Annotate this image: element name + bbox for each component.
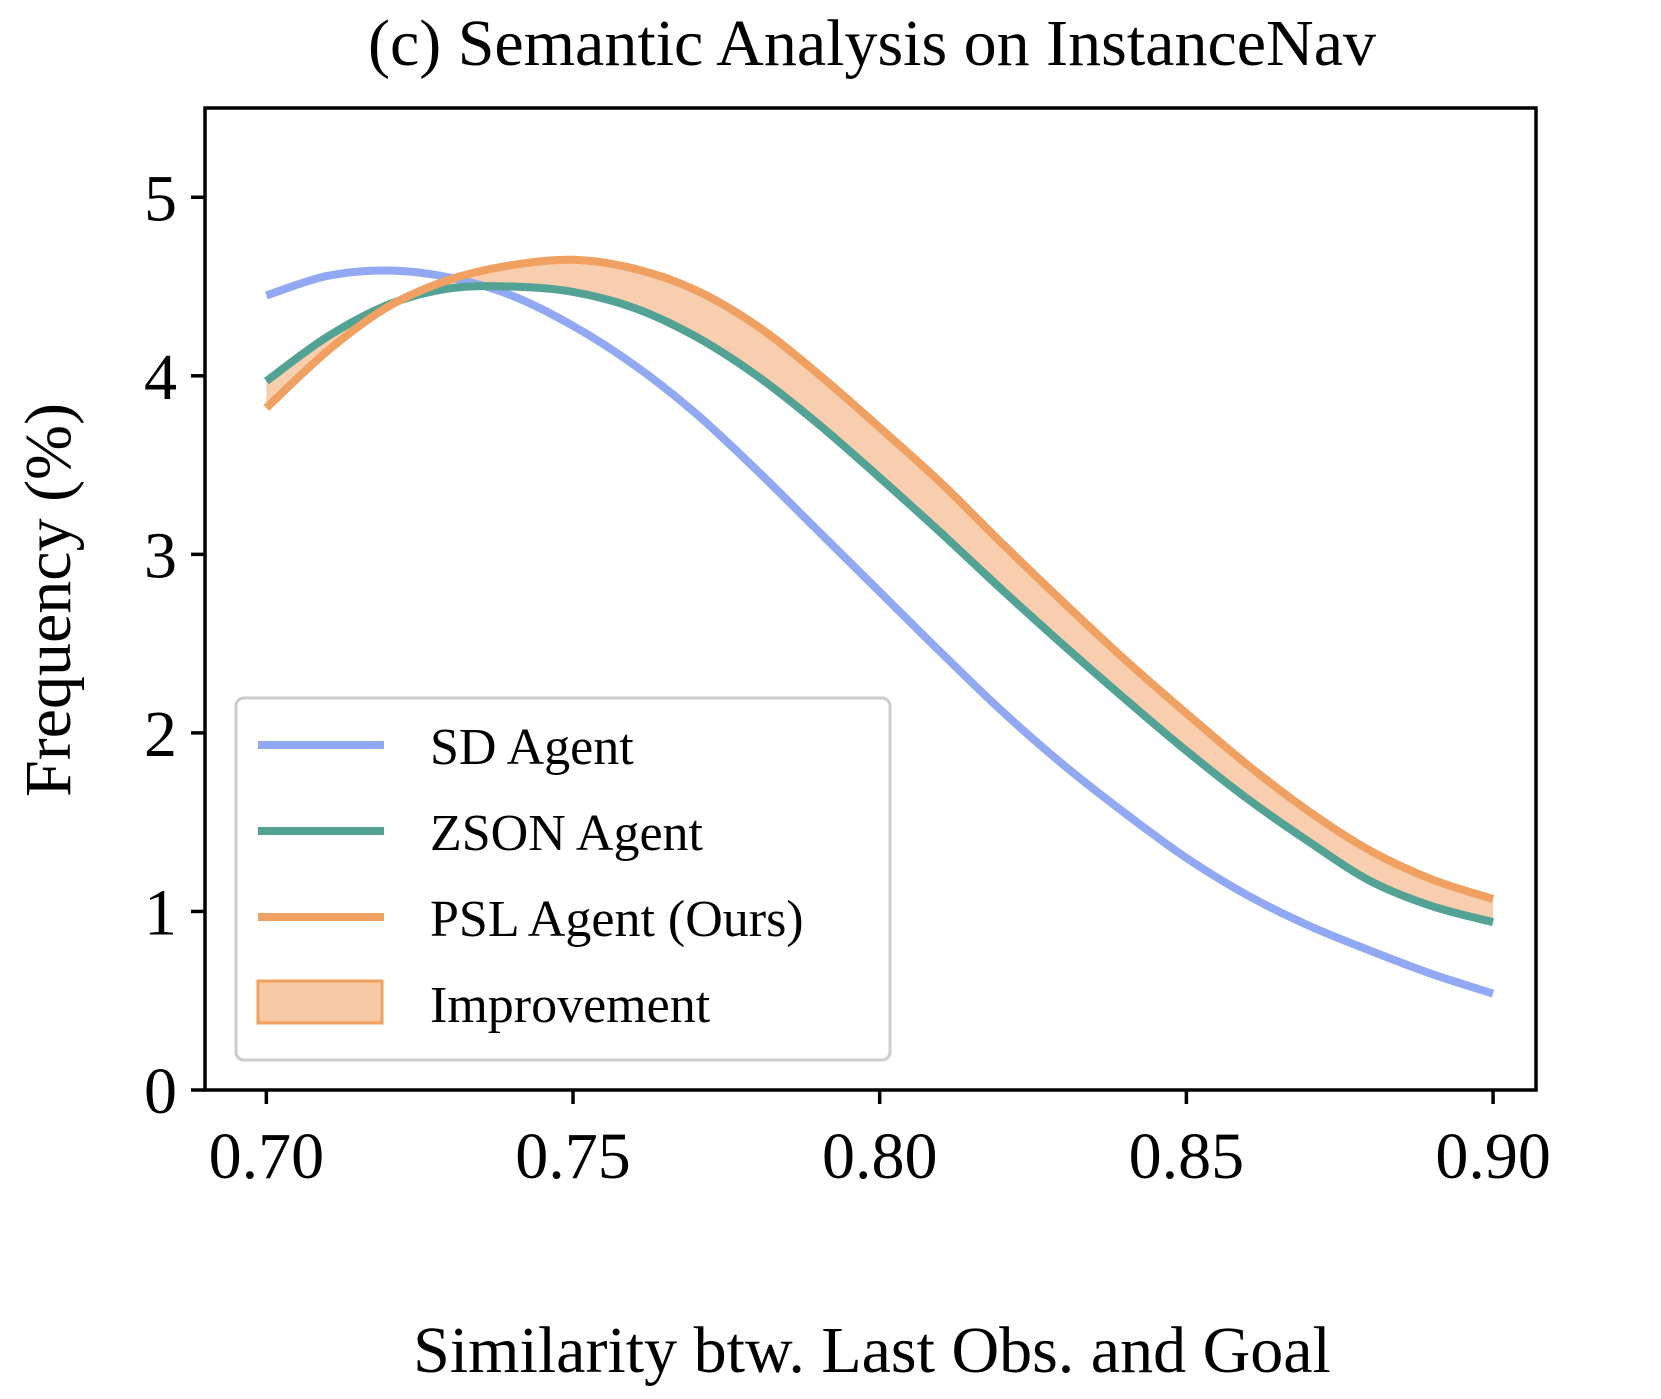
y-tick-label: 4 [144, 341, 177, 414]
y-tick-label: 2 [144, 698, 177, 771]
chart-title: (c) Semantic Analysis on InstanceNav [368, 7, 1376, 80]
series-line-psl-agent-ours [263, 255, 1495, 903]
legend-label-zson-agent: ZSON Agent [430, 805, 704, 862]
legend-swatch-improvement [256, 979, 384, 1025]
y-tick-label: 5 [144, 162, 177, 235]
plot-frame [203, 106, 1538, 1092]
legend: SD Agent ZSON Agent PSL Agent (Ours) Imp… [234, 696, 892, 1062]
y-tick-label: 1 [144, 876, 177, 949]
x-axis-label: Similarity btw. Last Obs. and Goal [413, 1314, 1331, 1387]
x-tick-label: 0.75 [515, 1120, 631, 1193]
legend-box [234, 696, 892, 1062]
legend-label-sd-agent: SD Agent [430, 719, 634, 776]
x-tick-label: 0.85 [1129, 1120, 1245, 1193]
x-tick-label: 0.80 [822, 1120, 938, 1193]
series-line-zson-agent [263, 282, 1495, 927]
x-tick-label: 0.90 [1435, 1120, 1551, 1193]
y-tick-label: 0 [144, 1055, 177, 1128]
x-tick-label: 0.70 [209, 1120, 325, 1193]
y-axis-label: Frequency (%) [12, 403, 85, 797]
legend-label-improvement: Improvement [430, 977, 711, 1034]
improvement-band [266, 259, 1494, 923]
legend-label-psl-agent: PSL Agent (Ours) [430, 891, 804, 948]
y-tick-label: 3 [144, 519, 177, 592]
